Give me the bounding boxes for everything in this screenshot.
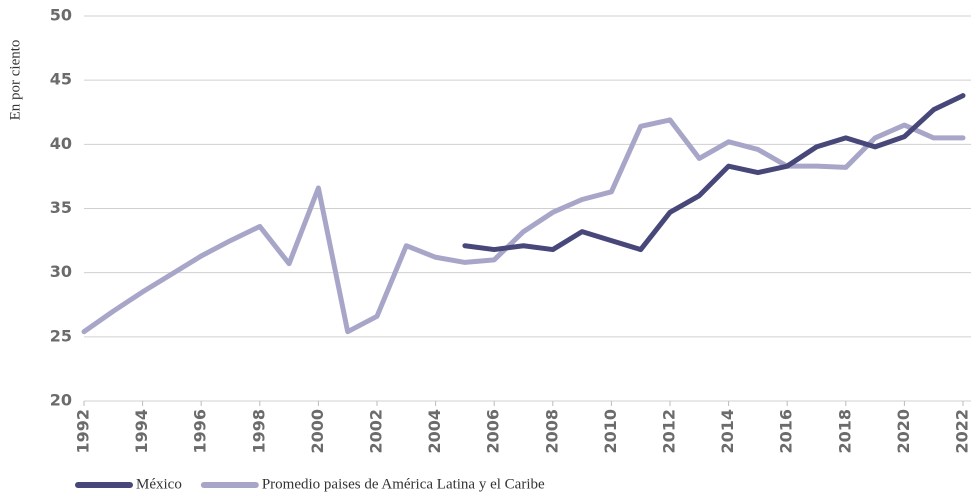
y-tick-label: 35 bbox=[50, 198, 72, 217]
x-tick-label: 2000 bbox=[308, 409, 327, 454]
x-tick-label: 2012 bbox=[660, 409, 679, 454]
x-tick-label: 1998 bbox=[249, 409, 268, 454]
series-line bbox=[81, 117, 966, 335]
y-tick-label: 30 bbox=[50, 262, 72, 281]
y-tick-label: 25 bbox=[50, 326, 72, 345]
y-tick-label: 45 bbox=[50, 70, 72, 89]
x-tick-label: 2022 bbox=[953, 409, 972, 454]
x-tick-label: 2018 bbox=[835, 409, 854, 454]
x-tick-label: 2008 bbox=[542, 409, 561, 454]
x-tick-label: 2002 bbox=[367, 409, 386, 454]
x-tick-label: 2020 bbox=[894, 409, 913, 454]
series-line bbox=[462, 93, 966, 253]
x-tick-label: 1994 bbox=[132, 409, 151, 454]
x-tick-label: 2006 bbox=[484, 409, 503, 454]
y-tick-label: 40 bbox=[50, 134, 72, 153]
x-tick-label: 2010 bbox=[601, 409, 620, 454]
y-axis-label: En por ciento bbox=[7, 40, 23, 121]
y-tick-label: 50 bbox=[50, 6, 72, 25]
x-tick-label: 1992 bbox=[74, 409, 93, 454]
x-tick-label: 1996 bbox=[191, 409, 210, 454]
legend-label: México bbox=[136, 476, 182, 492]
legend-label: Promedio paises de América Latina y el C… bbox=[262, 476, 545, 492]
x-tick-label: 2016 bbox=[777, 409, 796, 454]
x-tick-label: 2014 bbox=[718, 409, 737, 454]
x-tick-label: 2004 bbox=[425, 409, 444, 454]
y-tick-label: 20 bbox=[50, 391, 72, 410]
